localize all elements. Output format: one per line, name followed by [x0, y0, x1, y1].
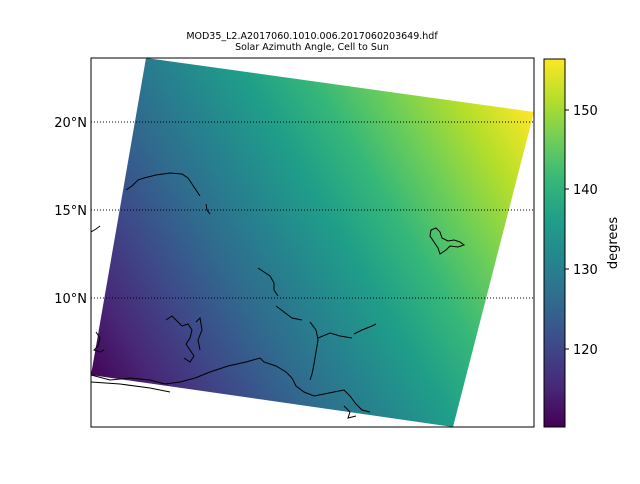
- data-swath: [91, 58, 534, 427]
- river-2: [275, 305, 303, 321]
- coastline-southwest: [93, 331, 105, 353]
- coastline-island: [429, 227, 466, 255]
- river-3: [309, 321, 319, 381]
- coastline-small-1: [205, 203, 211, 215]
- latitude-labels: 20°N 15°N 10°N: [54, 116, 87, 307]
- coastline-south: [91, 357, 371, 413]
- latitude-label-20n: 20°N: [54, 116, 87, 131]
- map-area: [91, 58, 534, 427]
- colorbar: 120 130 140 150 degrees: [543, 58, 621, 428]
- colorbar-tick-label-150: 150: [573, 104, 598, 119]
- coastline-south-islands: [343, 405, 357, 419]
- colorbar-label: degrees: [606, 217, 621, 270]
- latitude-label-10n: 10°N: [54, 292, 87, 307]
- colorbar-tick-label-120: 120: [573, 343, 598, 358]
- parallels: [91, 121, 534, 299]
- colorbar-tick-label-130: 130: [573, 263, 598, 278]
- colorbar-tick-labels: 120 130 140 150: [573, 104, 598, 358]
- colorbar-ticks: [565, 109, 569, 350]
- river-4: [317, 332, 353, 339]
- latitude-label-15n: 15°N: [54, 204, 87, 219]
- colorbar-gradient: [543, 58, 566, 428]
- title-line-2: Solar Azimuth Angle, Cell to Sun: [235, 42, 389, 53]
- colorbar-tick-label-140: 140: [573, 183, 598, 198]
- river-5: [353, 323, 377, 335]
- coastline-west: [91, 225, 101, 233]
- coastlines: [91, 172, 466, 419]
- map-frame: [90, 57, 535, 428]
- coastline-bottom: [91, 381, 171, 393]
- title-line-1: MOD35_L2.A2017060.1010.006.2017060203649…: [186, 31, 438, 42]
- coastline-lakes: [165, 315, 195, 363]
- river-1: [257, 267, 279, 297]
- coastline-lakes-2: [195, 316, 203, 351]
- coastline-north: [125, 172, 201, 197]
